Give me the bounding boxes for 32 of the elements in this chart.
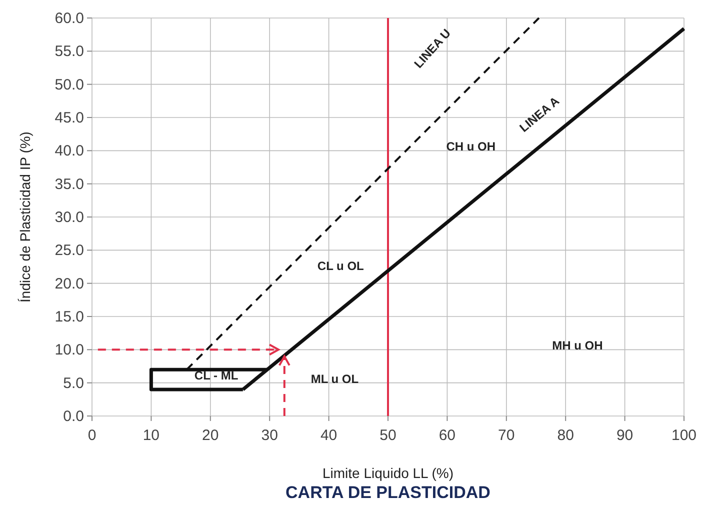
y-tick-label: 10.0 [54,342,84,359]
x-tick-label: 100 [671,427,697,444]
x-tick-label: 30 [261,427,278,444]
x-tick-label: 0 [88,427,96,444]
y-tick-label: 60.0 [54,10,84,27]
annotation: ML u OL [310,372,359,386]
x-tick-label: 90 [616,427,634,444]
y-tick-label: 0.0 [63,408,84,425]
y-tick-label: 25.0 [54,242,84,260]
y-tick-label: 45.0 [54,110,84,126]
y-tick-label: 20.0 [54,275,84,292]
x-tick-label: 80 [557,427,574,444]
y-tick-label: 35.0 [54,176,84,193]
text: CARTA DE PLASTICIDAD [286,483,490,502]
y-tick-label: 15.0 [54,308,84,326]
y-tick-label: 30.0 [54,209,84,226]
y-axis-title: Índice de Plasticidad IP (%) [17,132,33,302]
annotation: CH u OH [446,140,496,154]
y-tick-label: 5.0 [63,374,84,392]
y-tick-label: 40.0 [54,142,84,160]
annotation: CL u OL [317,259,364,274]
y-tick-label: 50.0 [54,76,84,94]
x-axis-title: Limite Liquido LL (%) [322,465,454,481]
x-tick-label: 10 [142,427,160,444]
x-tick-label: 20 [202,427,219,444]
x-tick-label: 40 [320,427,338,444]
x-tick-label: 70 [498,427,515,444]
x-tick-label: 60 [438,427,456,444]
annotation: MH u OH [552,338,603,353]
y-tick-label: 55.0 [54,43,84,60]
x-tick-label: 50 [380,427,396,444]
annotation: CL - ML [194,368,238,383]
